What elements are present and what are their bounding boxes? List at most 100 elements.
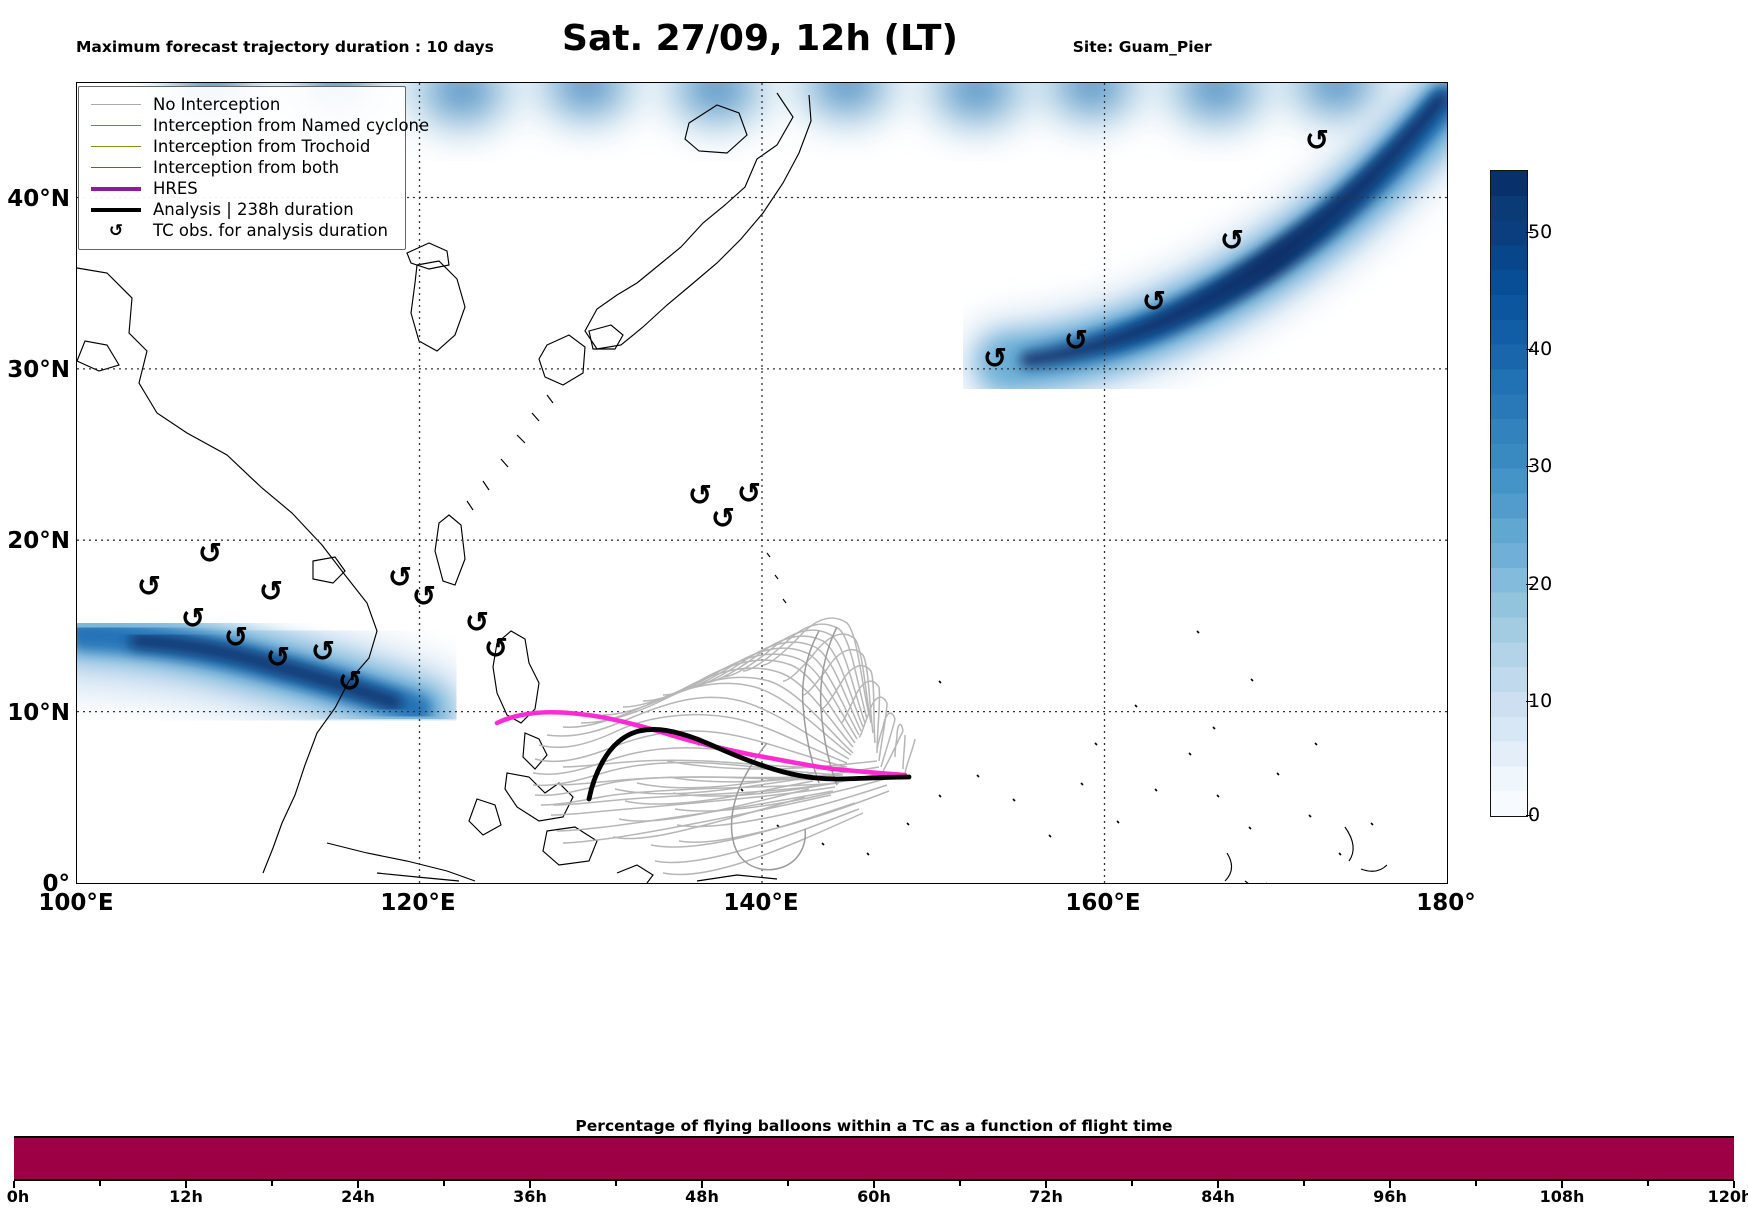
colorbar-tickline-50 — [1526, 232, 1533, 234]
page-title: Sat. 27/09, 12h (LT) — [562, 18, 958, 59]
percent-bar-tick — [615, 1181, 617, 1186]
cyclone-icon: ↺ — [108, 220, 124, 241]
balloon-ensemble-trajectories — [532, 617, 916, 876]
svg-text:↺: ↺ — [711, 501, 735, 535]
percent-bar-tick — [1389, 1181, 1391, 1188]
percent-bar-tick — [701, 1181, 703, 1188]
analysis-track — [586, 727, 912, 802]
percent-bar-tick — [1217, 1181, 1219, 1188]
svg-text:↺: ↺ — [465, 605, 489, 639]
y-tick-0: 0° — [42, 871, 70, 897]
svg-text:↺: ↺ — [412, 579, 436, 613]
percent-bar-tick — [1647, 1181, 1649, 1186]
coastlines — [77, 92, 1388, 883]
svg-text:↺: ↺ — [198, 536, 222, 570]
percent-bar-axis — [14, 1136, 1734, 1181]
legend-label-analysis: Analysis | 238h duration — [153, 200, 354, 219]
legend-item-no-interception[interactable]: No Interception — [87, 94, 397, 115]
colorbar-tickline-40 — [1526, 349, 1533, 351]
hres-track — [494, 709, 908, 778]
y-tick-20: 20°N — [7, 528, 70, 554]
legend-item-both[interactable]: Interception from both — [87, 157, 397, 178]
y-tick-30: 30°N — [7, 357, 70, 383]
x-tick-180: 180° — [1416, 890, 1476, 916]
colorbar-tick-40: 40 — [1528, 338, 1553, 360]
legend-item-tc-obs[interactable]: ↺ TC obs. for analysis duration — [87, 220, 397, 241]
svg-text:↺: ↺ — [983, 341, 1007, 375]
percent-bar-tick — [1131, 1181, 1133, 1186]
legend-swatch-named-cyclone — [91, 125, 141, 126]
map-legend[interactable]: No Interception Interception from Named … — [78, 86, 429, 250]
x-tick-140E: 140°E — [723, 890, 799, 916]
colorbar-tick-20: 20 — [1528, 573, 1553, 595]
svg-text:↺: ↺ — [737, 476, 761, 510]
percent-bar-tick — [13, 1181, 15, 1188]
percent-bar-tick — [1303, 1181, 1305, 1186]
legend-item-hres[interactable]: HRES — [87, 178, 397, 199]
tc-observation-symbols: ↺ ↺ ↺ ↺ ↺ ↺ ↺ ↺ ↺ ↺ ↺ ↺ ↺ ↺ ↺ ↺ ↺ ↺ ↺ ↺ — [137, 123, 1329, 698]
legend-label-both: Interception from both — [153, 158, 340, 177]
svg-text:↺: ↺ — [1064, 323, 1088, 357]
percent-bar-tick — [443, 1181, 445, 1186]
percent-bar-tick — [873, 1181, 875, 1188]
eps-density-south-china-sea-track — [77, 585, 475, 766]
svg-text:↺: ↺ — [266, 640, 290, 674]
y-tick-10: 10°N — [7, 700, 70, 726]
colorbar-gradient — [1490, 170, 1528, 817]
percent-bar-label-48h: 48h — [685, 1187, 719, 1206]
percent-bar[interactable] — [13, 1136, 1735, 1188]
legend-label-hres: HRES — [153, 179, 198, 198]
forecast-map[interactable]: ↺ ↺ ↺ ↺ ↺ ↺ ↺ ↺ ↺ ↺ ↺ ↺ ↺ ↺ ↺ ↺ ↺ ↺ ↺ ↺ — [76, 82, 1448, 884]
svg-text:↺: ↺ — [388, 560, 412, 594]
percent-bar-tick — [1475, 1181, 1477, 1186]
percent-bar-tick — [1733, 1181, 1735, 1188]
legend-swatch-no-interception — [91, 104, 141, 105]
percent-bar-tick — [787, 1181, 789, 1186]
svg-text:↺: ↺ — [181, 601, 205, 635]
legend-item-named-cyclone[interactable]: Interception from Named cyclone — [87, 115, 429, 136]
legend-swatch-trochoid — [91, 146, 141, 147]
legend-item-trochoid[interactable]: Interception from Trochoid — [87, 136, 397, 157]
percent-bar-label-60h: 60h — [857, 1187, 891, 1206]
percent-bar-title: Percentage of flying balloons within a T… — [575, 1117, 1173, 1135]
percent-bar-tick — [99, 1181, 101, 1186]
percent-bar-label-72h: 72h — [1029, 1187, 1063, 1206]
percent-bar-tick — [959, 1181, 961, 1186]
colorbar[interactable]: 50 40 30 20 10 0 — [1490, 170, 1552, 826]
colorbar-tickline-30 — [1526, 466, 1533, 468]
eps-density-northeast-track — [961, 83, 1447, 409]
x-tick-100E: 100°E — [38, 890, 114, 916]
colorbar-tick-50: 50 — [1528, 221, 1553, 243]
percent-bar-label-84h: 84h — [1201, 1187, 1235, 1206]
percent-bar-tick — [357, 1181, 359, 1188]
percent-bar-label-0h: 0h — [6, 1187, 30, 1206]
colorbar-tickline-10 — [1526, 701, 1533, 703]
legend-label-named-cyclone: Interception from Named cyclone — [153, 116, 430, 135]
percent-bar-tick — [271, 1181, 273, 1186]
site-label: Site: Guam_Pier — [1072, 38, 1212, 56]
svg-text:↺: ↺ — [1142, 284, 1166, 318]
svg-text:↺: ↺ — [137, 569, 161, 603]
svg-text:↺: ↺ — [311, 634, 335, 668]
legend-label-trochoid: Interception from Trochoid — [153, 137, 371, 156]
percent-bar-tick — [1561, 1181, 1563, 1188]
percent-bar-label-36h: 36h — [513, 1187, 547, 1206]
svg-text:↺: ↺ — [1305, 123, 1329, 157]
x-tick-160E: 160°E — [1065, 890, 1141, 916]
percent-bar-label-108h: 108h — [1539, 1187, 1585, 1206]
percent-bar-label-96h: 96h — [1373, 1187, 1407, 1206]
percent-bar-tick — [185, 1181, 187, 1188]
colorbar-tick-10: 10 — [1528, 690, 1553, 712]
legend-item-analysis[interactable]: Analysis | 238h duration — [87, 199, 397, 220]
legend-swatch-hres — [91, 186, 141, 191]
legend-swatch-analysis — [91, 207, 141, 212]
header-left-line-1: Maximum forecast trajectory duration : 1… — [76, 38, 494, 56]
percent-bar-label-120h: 120h — [1707, 1187, 1748, 1206]
percent-bar-fill — [14, 1136, 1734, 1181]
percent-bar-tick — [1045, 1181, 1047, 1188]
percent-bar-label-24h: 24h — [341, 1187, 375, 1206]
percent-bar-tick — [529, 1181, 531, 1188]
colorbar-tickline-0 — [1526, 815, 1533, 817]
svg-text:↺: ↺ — [484, 631, 508, 665]
svg-text:↺: ↺ — [688, 478, 712, 512]
